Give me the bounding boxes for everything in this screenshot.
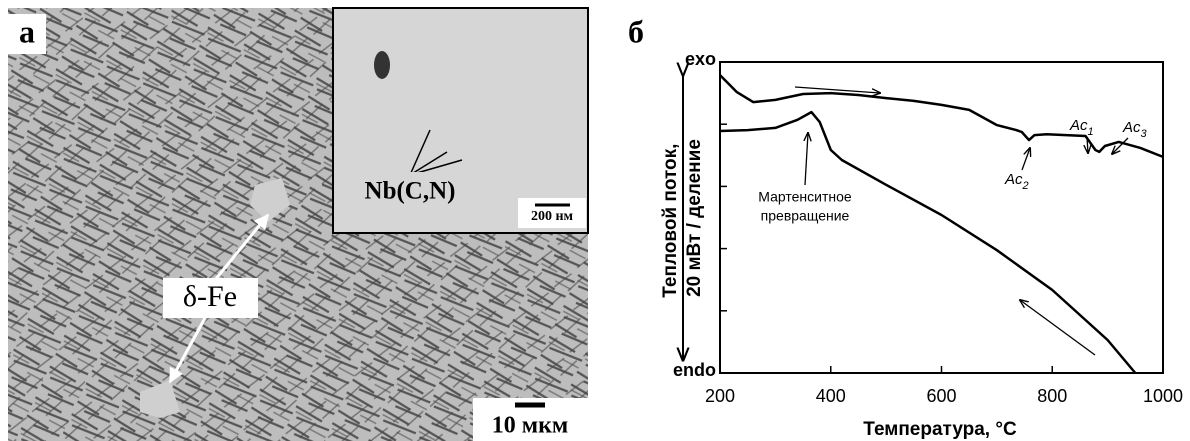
annotation-sub: 3 (1141, 128, 1148, 140)
x-tick-label: 800 (1037, 386, 1067, 406)
x-tick-label: 600 (926, 386, 956, 406)
y-tick-label: exo (685, 49, 716, 69)
precipitate-label: Nb(C,N) (365, 178, 456, 205)
panel-label: б (628, 13, 644, 49)
annotation: превращение (761, 208, 850, 224)
annotation-sub: 2 (1022, 180, 1029, 192)
chart: б Тепловой поток, 20 мВт / деление Темпе… (628, 13, 1183, 440)
x-tick-label: 1000 (1143, 386, 1183, 406)
annotation-arrow (805, 133, 808, 185)
cooling-arrow (1020, 300, 1095, 355)
inset-particle (374, 51, 390, 79)
y-axis-label-line: Тепловой поток, (660, 144, 681, 298)
annotation-text: Ac (1122, 119, 1141, 136)
curve (720, 75, 1163, 157)
panel-label: а (19, 13, 35, 49)
phase-label: δ-Fe (183, 280, 237, 313)
annotation-arrow (1112, 138, 1128, 154)
scale-label: 10 мкм (492, 413, 569, 439)
curve (720, 112, 1135, 373)
figure: Nb(C,N) 200 нм а δ-Fe 10 мкм б Тепловой … (0, 0, 1190, 441)
x-tick-label: 200 (705, 386, 735, 406)
y-tick-label: endo (673, 360, 716, 380)
annotation: Ac2 (1004, 171, 1029, 192)
heating-arrow (795, 87, 880, 93)
annotation-text: Ac (1004, 171, 1023, 188)
inset-scale-label: 200 нм (531, 209, 574, 224)
annotation-text: Ac (1069, 117, 1088, 134)
y-axis-label-line: 20 мВт / деление (684, 139, 705, 297)
micrograph-panel: Nb(C,N) 200 нм а δ-Fe 10 мкм (8, 8, 588, 441)
annotation: Ac3 (1122, 119, 1148, 140)
x-axis-label: Температура, °C (863, 419, 1017, 440)
annotation-arrow (1022, 148, 1030, 170)
annotation: Мартенситное (758, 189, 852, 205)
x-tick-label: 400 (816, 386, 846, 406)
annotation-sub: 1 (1088, 126, 1094, 138)
